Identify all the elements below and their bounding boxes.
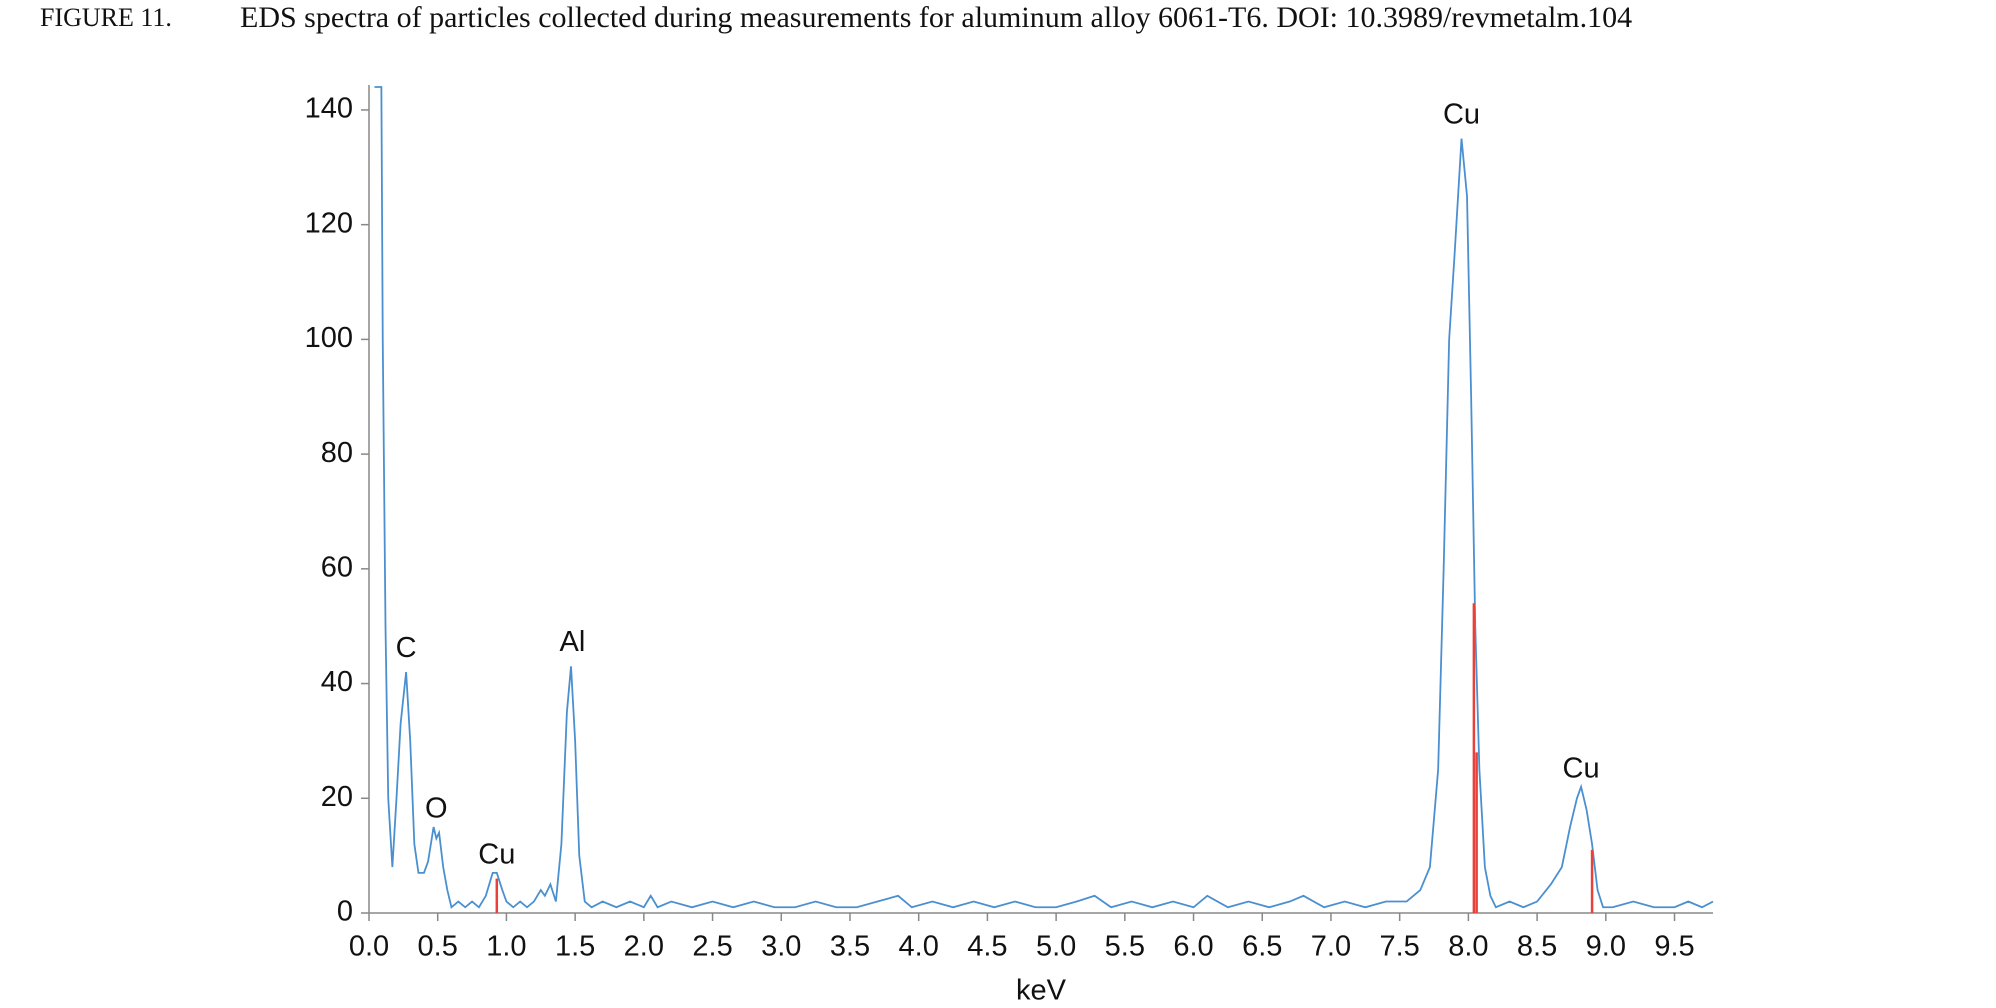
y-tick-label: 20 — [321, 781, 353, 813]
peak-label: Al — [559, 626, 585, 658]
peak-label: C — [396, 632, 417, 664]
x-tick-label: 4.0 — [899, 931, 939, 963]
x-tick-label: 7.5 — [1380, 931, 1420, 963]
x-tick-label: 9.5 — [1654, 931, 1694, 963]
x-tick-label: 7.0 — [1311, 931, 1351, 963]
x-tick-label: 2.0 — [624, 931, 664, 963]
figure-label: FIGURE 11. — [40, 3, 172, 32]
x-tick-label: 3.5 — [830, 931, 870, 963]
y-tick-label: 60 — [321, 551, 353, 583]
y-tick-label: 0 — [337, 896, 353, 928]
y-tick-label: 40 — [321, 666, 353, 698]
peak-label: Cu — [1443, 98, 1480, 130]
x-tick-label: 1.0 — [486, 931, 526, 963]
chart-title: EDS spectra of particles collected durin… — [240, 1, 1632, 34]
peak-label: O — [425, 792, 448, 824]
y-tick-label: 100 — [305, 322, 353, 354]
x-tick-label: 8.0 — [1448, 931, 1488, 963]
y-tick-label: 80 — [321, 437, 353, 469]
x-tick-label: 0.0 — [349, 931, 389, 963]
x-tick-label: 9.0 — [1586, 931, 1626, 963]
peak-label: Cu — [1563, 752, 1600, 784]
spectrum-line — [374, 86, 1714, 909]
x-tick-label: 6.0 — [1173, 931, 1213, 963]
peak-label: Cu — [478, 838, 515, 870]
y-tick-label: 140 — [305, 93, 353, 125]
y-tick-label: 120 — [305, 207, 353, 239]
x-tick-label: 5.5 — [1105, 931, 1145, 963]
x-tick-label: 0.5 — [418, 931, 458, 963]
x-tick-label: 5.0 — [1036, 931, 1076, 963]
x-tick-label: 1.5 — [555, 931, 595, 963]
x-tick-label: 4.5 — [967, 931, 1007, 963]
x-tick-label: 6.5 — [1242, 931, 1282, 963]
x-axis-label: keV — [1016, 975, 1067, 1007]
x-tick-label: 3.0 — [761, 931, 801, 963]
x-tick-label: 8.5 — [1517, 931, 1557, 963]
x-tick-label: 2.5 — [692, 931, 732, 963]
